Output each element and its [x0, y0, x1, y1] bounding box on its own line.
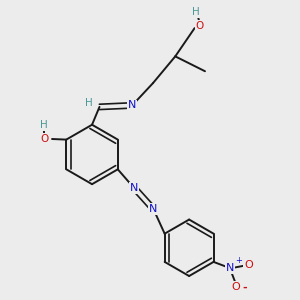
- Text: +: +: [235, 256, 242, 265]
- Text: H: H: [85, 98, 93, 108]
- Text: O: O: [232, 282, 240, 292]
- Text: N: N: [130, 183, 138, 193]
- Text: H: H: [192, 7, 200, 17]
- Text: H: H: [40, 120, 48, 130]
- Text: N: N: [226, 263, 234, 273]
- Text: O: O: [244, 260, 253, 271]
- Text: O: O: [196, 21, 204, 31]
- Text: O: O: [40, 134, 48, 144]
- Text: N: N: [149, 204, 158, 214]
- Text: N: N: [128, 100, 136, 110]
- Text: -: -: [242, 282, 247, 292]
